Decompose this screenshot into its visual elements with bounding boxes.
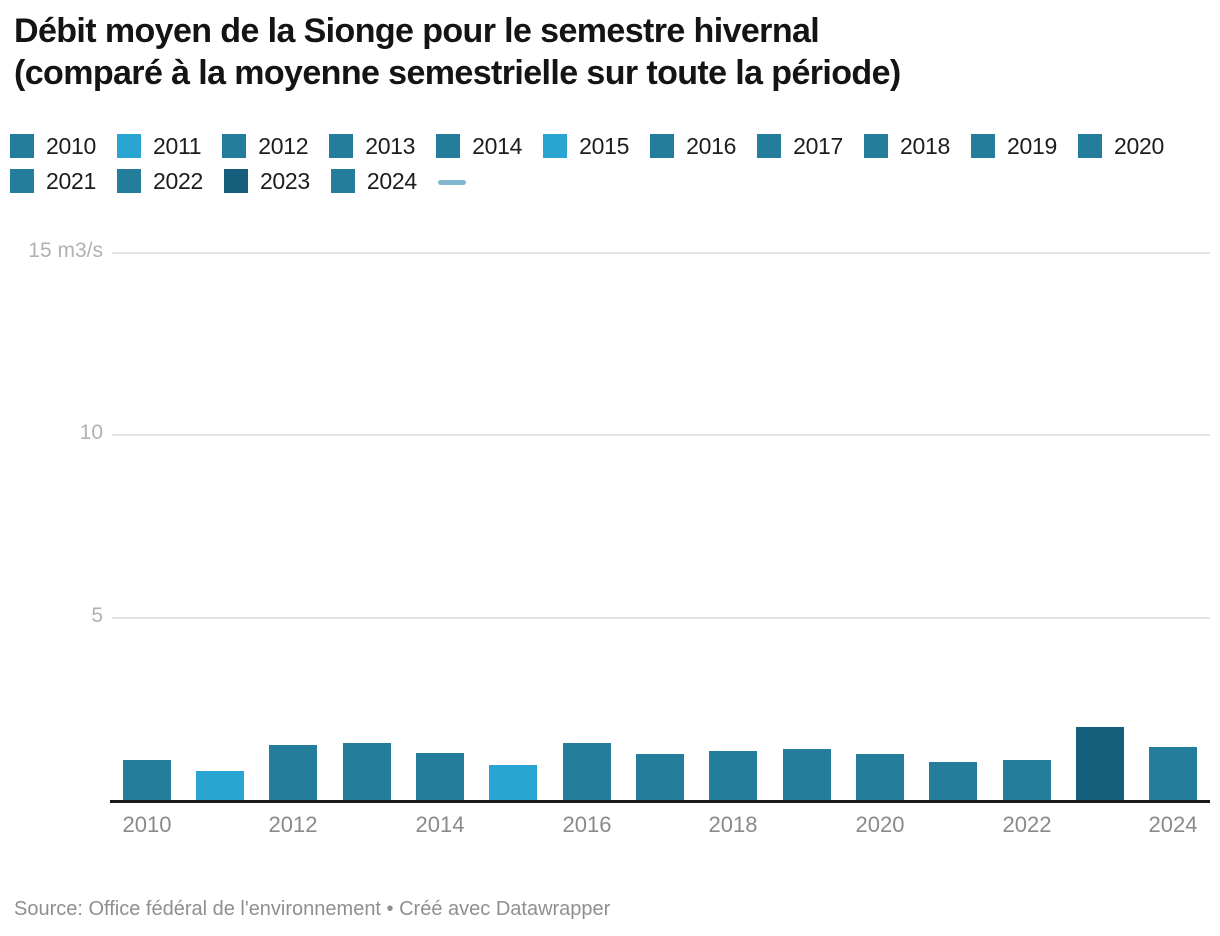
bar-2019[interactable] — [783, 749, 831, 800]
legend-swatch-2023-icon — [223, 169, 248, 193]
legend-row-2: 2021 2022 2023 2024 — [10, 168, 1215, 194]
legend-label-2013: 2013 — [365, 132, 416, 159]
bar-2014[interactable] — [416, 753, 464, 800]
legend-label-2010: 2010 — [46, 132, 96, 159]
legend-swatch-2014-icon — [436, 134, 461, 158]
bar-2017[interactable] — [636, 754, 684, 800]
x-axis-label-2024: 2024 — [1148, 812, 1198, 837]
legend-swatch-2024-icon — [330, 169, 355, 193]
source-note: Source: Office fédéral de l'environnemen… — [14, 898, 611, 920]
legend-label-2019: 2019 — [1007, 132, 1057, 159]
y-axis-label-10: 10 — [79, 421, 103, 444]
legend-swatch-2011-icon — [116, 134, 141, 158]
legend-label-2017: 2017 — [793, 132, 844, 159]
legend-label-2020: 2020 — [1113, 132, 1164, 159]
legend-label-2024: 2024 — [366, 167, 417, 194]
legend-label-2014: 2014 — [472, 132, 523, 159]
legend-swatch-2022-icon — [116, 169, 141, 193]
bar-2024[interactable] — [1149, 747, 1197, 800]
legend-label-2015: 2015 — [579, 132, 630, 159]
legend-label-2018: 2018 — [900, 132, 951, 159]
legend-swatch-2019-icon — [971, 134, 996, 158]
x-axis-label-2022: 2022 — [1002, 812, 1052, 837]
chart-title-line-2: (comparé à la moyenne semestrielle sur t… — [14, 54, 901, 92]
legend-label-2016: 2016 — [686, 132, 737, 159]
legend-item-average-line[interactable] — [437, 178, 466, 185]
legend-item-2012[interactable]: 2012 — [222, 132, 309, 160]
bar-2016[interactable] — [563, 743, 611, 800]
bar-2011[interactable] — [196, 771, 244, 800]
legend-item-2021[interactable]: 2021 — [10, 168, 96, 195]
legend-item-2010[interactable]: 2010 — [10, 133, 96, 160]
chart-title-line-1: Débit moyen de la Sionge pour le semestr… — [14, 12, 820, 50]
y-axis-label-5: 5 — [91, 603, 103, 627]
legend-item-2020[interactable]: 2020 — [1077, 132, 1164, 160]
bar-2015[interactable] — [489, 765, 537, 800]
legend-label-2011: 2011 — [152, 132, 202, 159]
bar-2022[interactable] — [1003, 760, 1051, 800]
legend-item-2022[interactable]: 2022 — [116, 167, 203, 195]
legend-item-2013[interactable]: 2013 — [329, 133, 415, 160]
gridline-10 — [112, 434, 1210, 436]
legend-item-2023[interactable]: 2023 — [223, 167, 310, 195]
legend-swatch-2017-icon — [757, 134, 782, 158]
x-axis-line — [110, 800, 1210, 803]
bar-2021[interactable] — [929, 762, 977, 800]
bar-2010[interactable] — [123, 760, 171, 800]
bar-2012[interactable] — [269, 745, 317, 800]
average-line-icon — [437, 179, 466, 185]
legend-swatch-2016-icon — [650, 134, 675, 158]
legend-swatch-2010-icon — [10, 134, 34, 158]
gridline-5 — [112, 616, 1210, 619]
legend-swatch-2012-icon — [222, 134, 247, 158]
legend-item-2024[interactable]: 2024 — [330, 167, 417, 195]
legend-label-2022: 2022 — [152, 167, 203, 194]
bar-2023[interactable] — [1076, 727, 1124, 800]
x-axis-label-2014: 2014 — [415, 812, 465, 837]
legend-item-2017[interactable]: 2017 — [757, 133, 843, 160]
legend-item-2016[interactable]: 2016 — [650, 133, 736, 160]
legend-item-2011[interactable]: 2011 — [116, 132, 202, 160]
x-axis-label-2016: 2016 — [562, 812, 612, 837]
legend: 2010 2011 2012 2013 2014 2015 2016 2017 2018 2019… — [10, 133, 1215, 203]
bar-2018[interactable] — [709, 751, 757, 800]
legend-row-1: 2010 2011 2012 2013 2014 2015 2016 2017 2018 2019… — [10, 133, 1215, 159]
legend-swatch-2013-icon — [329, 134, 354, 158]
legend-label-2023: 2023 — [259, 167, 310, 194]
legend-swatch-2015-icon — [543, 134, 568, 158]
legend-item-2015[interactable]: 2015 — [543, 133, 629, 160]
gridline-15 — [112, 251, 1210, 254]
legend-label-2012: 2012 — [258, 132, 309, 159]
chart-title: Débit moyen de la Sionge pour le semestr… — [14, 10, 1204, 94]
legend-label-2021: 2021 — [46, 167, 96, 194]
x-axis-label-2012: 2012 — [268, 812, 318, 837]
legend-item-2019[interactable]: 2019 — [971, 133, 1057, 160]
x-axis-label-2020: 2020 — [855, 812, 905, 837]
legend-swatch-2018-icon — [864, 134, 889, 158]
legend-item-2018[interactable]: 2018 — [864, 133, 950, 160]
y-axis-label-15: 15 m3/s — [28, 238, 103, 262]
legend-swatch-2021-icon — [10, 169, 34, 193]
bar-2013[interactable] — [343, 743, 391, 800]
legend-swatch-2020-icon — [1077, 134, 1102, 158]
x-axis-label-2018: 2018 — [708, 812, 758, 837]
x-axis-label-2010: 2010 — [122, 812, 172, 837]
legend-item-2014[interactable]: 2014 — [436, 133, 522, 160]
bar-2020[interactable] — [856, 754, 904, 800]
